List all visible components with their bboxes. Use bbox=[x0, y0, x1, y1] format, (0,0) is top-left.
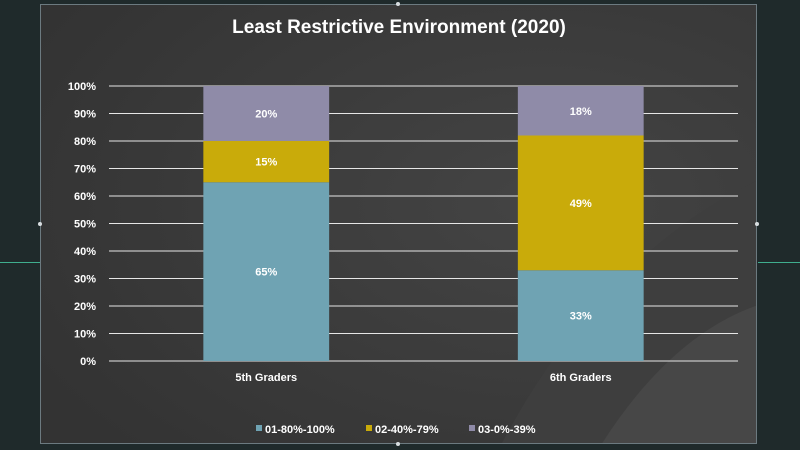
selection-handle-right[interactable] bbox=[755, 222, 759, 226]
bar-segment[interactable] bbox=[203, 182, 330, 361]
selection-handle-bottom[interactable] bbox=[396, 442, 400, 446]
legend-swatch bbox=[469, 425, 475, 431]
legend-swatch bbox=[256, 425, 262, 431]
y-tick-label: 90% bbox=[74, 109, 96, 121]
chart-frame[interactable]: Least Restrictive Environment (2020) 0% 1… bbox=[40, 4, 757, 444]
left-accent-line bbox=[0, 262, 40, 263]
background-swoosh-inner bbox=[602, 305, 756, 443]
right-accent-line bbox=[758, 262, 800, 263]
legend-label: 03-0%-39% bbox=[478, 424, 536, 436]
legend-label: 02-40%-79% bbox=[375, 424, 439, 436]
data-label: 18% bbox=[570, 106, 592, 118]
y-axis: 0% 10% 20% 30% 40% 50% 60% 70% 80% 90% 100% bbox=[68, 81, 96, 368]
y-tick-label: 30% bbox=[74, 274, 96, 286]
selection-handle-left[interactable] bbox=[38, 222, 42, 226]
bar-segment[interactable] bbox=[203, 86, 330, 141]
y-tick-label: 20% bbox=[74, 301, 96, 313]
y-tick-label: 0% bbox=[80, 356, 96, 368]
bars: 65% 15% 20% 33% 49% 18% bbox=[203, 86, 644, 361]
y-tick-label: 100% bbox=[68, 81, 96, 93]
chart-title: Least Restrictive Environment (2020) bbox=[232, 17, 566, 38]
y-tick-label: 80% bbox=[74, 136, 96, 148]
selection-handle-top[interactable] bbox=[396, 2, 400, 6]
legend-swatch bbox=[366, 425, 372, 431]
legend: 01-80%-100% 02-40%-79% 03-0%-39% bbox=[256, 424, 536, 436]
bar-segment[interactable] bbox=[517, 135, 644, 271]
category-label: 6th Graders bbox=[550, 372, 612, 384]
category-label: 5th Graders bbox=[235, 372, 297, 384]
data-label: 15% bbox=[255, 157, 277, 169]
legend-label: 01-80%-100% bbox=[265, 424, 335, 436]
x-axis: 5th Graders 6th Graders bbox=[235, 372, 611, 384]
y-tick-label: 60% bbox=[74, 191, 96, 203]
bar-segment[interactable] bbox=[203, 141, 330, 183]
y-tick-label: 70% bbox=[74, 164, 96, 176]
y-tick-label: 50% bbox=[74, 219, 96, 231]
data-label: 65% bbox=[255, 267, 277, 279]
y-tick-label: 40% bbox=[74, 246, 96, 258]
data-label: 33% bbox=[570, 311, 592, 323]
bar-segment[interactable] bbox=[517, 270, 644, 361]
data-label: 49% bbox=[570, 198, 592, 210]
y-tick-label: 10% bbox=[74, 329, 96, 341]
data-label: 20% bbox=[255, 109, 277, 121]
bar-segment[interactable] bbox=[517, 86, 644, 136]
chart-svg: Least Restrictive Environment (2020) 0% 1… bbox=[41, 5, 756, 443]
